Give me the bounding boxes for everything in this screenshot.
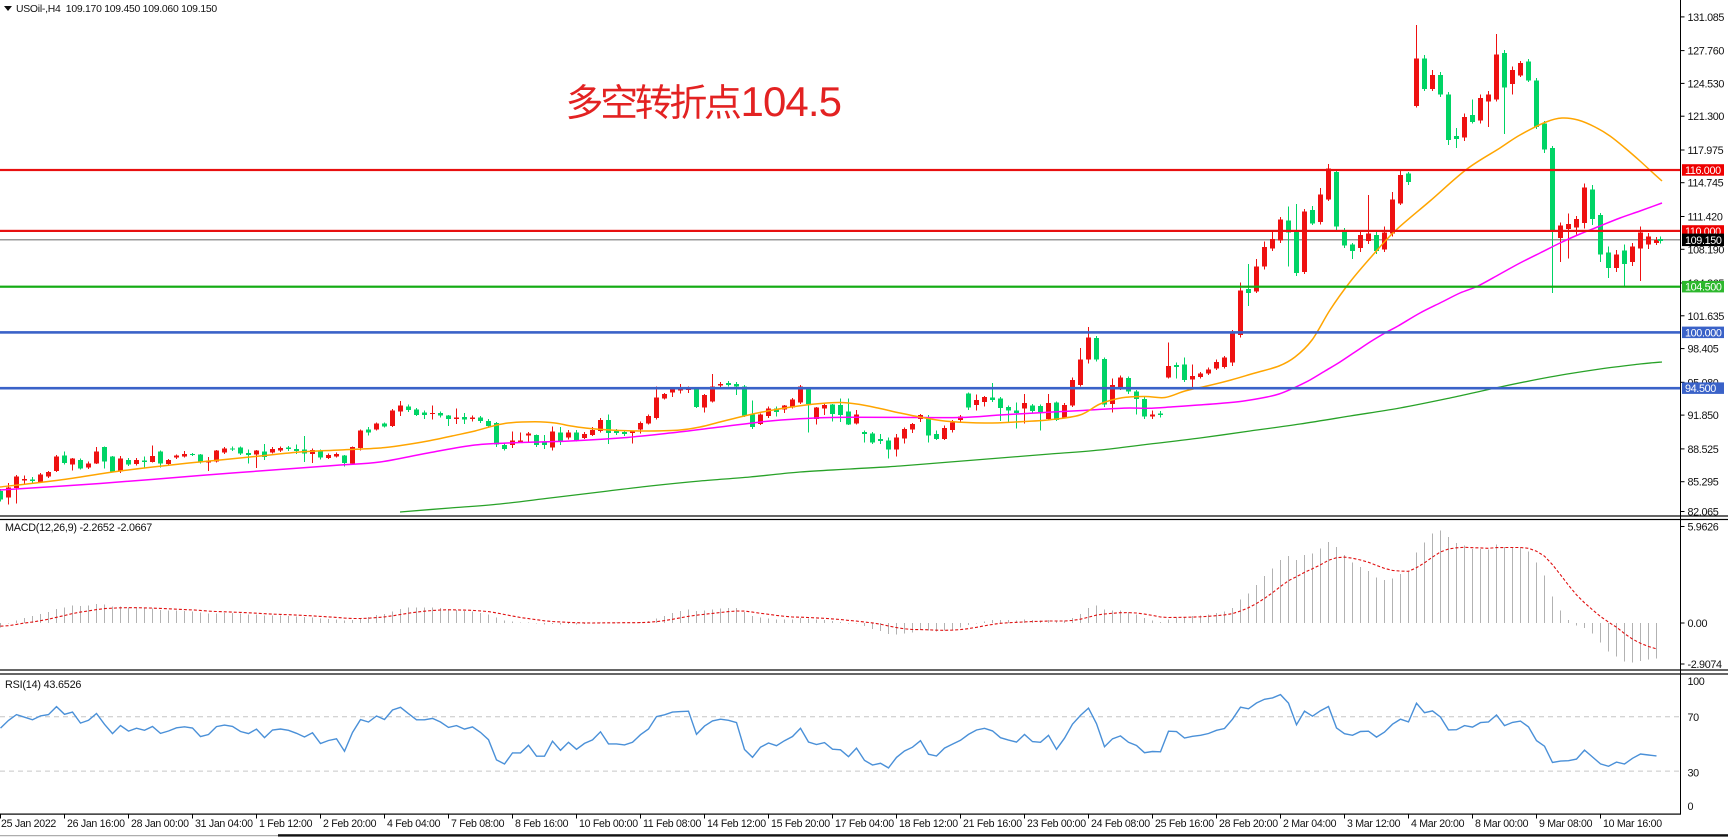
svg-text:101.635: 101.635: [1688, 311, 1725, 323]
svg-text:127.760: 127.760: [1688, 46, 1725, 58]
svg-text:24 Feb 08:00: 24 Feb 08:00: [1091, 818, 1150, 830]
svg-text:85.295: 85.295: [1688, 477, 1719, 489]
svg-text:131.085: 131.085: [1688, 12, 1725, 24]
svg-text:MACD(12,26,9) -2.2652 -2.0667: MACD(12,26,9) -2.2652 -2.0667: [5, 522, 152, 534]
svg-text:25 Jan 2022: 25 Jan 2022: [1, 818, 56, 830]
svg-text:8 Feb 16:00: 8 Feb 16:00: [515, 818, 569, 830]
svg-text:30: 30: [1688, 768, 1700, 780]
svg-text:70: 70: [1688, 712, 1700, 724]
svg-text:100.000: 100.000: [1685, 327, 1722, 339]
svg-text:-2.9074: -2.9074: [1688, 659, 1723, 671]
svg-text:26 Jan 16:00: 26 Jan 16:00: [67, 818, 125, 830]
svg-text:109.150: 109.150: [1685, 235, 1722, 247]
svg-text:31 Jan 04:00: 31 Jan 04:00: [195, 818, 253, 830]
svg-text:108.190: 108.190: [1688, 244, 1725, 256]
svg-text:0.00: 0.00: [1688, 618, 1708, 630]
svg-text:104.5: 104.5: [741, 78, 842, 125]
svg-text:98.405: 98.405: [1688, 344, 1719, 356]
svg-text:116.000: 116.000: [1685, 165, 1721, 177]
svg-text:0: 0: [1688, 801, 1694, 813]
svg-text:94.500: 94.500: [1685, 383, 1716, 395]
svg-text:5.9626: 5.9626: [1688, 522, 1719, 534]
svg-text:91.850: 91.850: [1688, 410, 1719, 422]
svg-text:17 Feb 04:00: 17 Feb 04:00: [835, 818, 894, 830]
svg-text:88.525: 88.525: [1688, 444, 1719, 456]
svg-text:USOil-,H4 109.170 109.450 109: USOil-,H4 109.170 109.450 109.060 109.15…: [16, 4, 217, 15]
svg-text:2 Mar 04:00: 2 Mar 04:00: [1283, 818, 1337, 830]
svg-text:28 Feb 20:00: 28 Feb 20:00: [1219, 818, 1278, 830]
svg-text:10 Mar 16:00: 10 Mar 16:00: [1603, 818, 1662, 830]
svg-text:124.530: 124.530: [1688, 78, 1725, 90]
svg-text:15 Feb 20:00: 15 Feb 20:00: [771, 818, 830, 830]
svg-text:111.420: 111.420: [1688, 212, 1723, 224]
svg-text:28 Jan 00:00: 28 Jan 00:00: [131, 818, 189, 830]
svg-text:11 Feb 08:00: 11 Feb 08:00: [643, 818, 701, 830]
svg-text:25 Feb 16:00: 25 Feb 16:00: [1155, 818, 1214, 830]
svg-text:104.500: 104.500: [1685, 282, 1722, 294]
svg-text:10 Feb 00:00: 10 Feb 00:00: [579, 818, 638, 830]
svg-text:100: 100: [1688, 676, 1705, 688]
svg-text:7 Feb 08:00: 7 Feb 08:00: [451, 818, 505, 830]
svg-text:3 Mar 12:00: 3 Mar 12:00: [1347, 818, 1401, 830]
svg-text:114.745: 114.745: [1688, 178, 1724, 190]
svg-text:14 Feb 12:00: 14 Feb 12:00: [707, 818, 766, 830]
svg-text:121.300: 121.300: [1688, 111, 1725, 123]
svg-text:23 Feb 00:00: 23 Feb 00:00: [1027, 818, 1086, 830]
svg-text:4 Mar 20:00: 4 Mar 20:00: [1411, 818, 1465, 830]
svg-text:21 Feb 16:00: 21 Feb 16:00: [963, 818, 1022, 830]
svg-text:1 Feb 12:00: 1 Feb 12:00: [259, 818, 313, 830]
svg-text:82.065: 82.065: [1688, 507, 1719, 519]
svg-text:8 Mar 00:00: 8 Mar 00:00: [1475, 818, 1529, 830]
svg-text:117.975: 117.975: [1688, 145, 1724, 157]
svg-text:4 Feb 04:00: 4 Feb 04:00: [387, 818, 441, 830]
svg-text:18 Feb 12:00: 18 Feb 12:00: [899, 818, 958, 830]
svg-text:RSI(14) 43.6526: RSI(14) 43.6526: [5, 679, 81, 691]
svg-text:9 Mar 08:00: 9 Mar 08:00: [1539, 818, 1593, 830]
svg-text:2 Feb 20:00: 2 Feb 20:00: [323, 818, 377, 830]
